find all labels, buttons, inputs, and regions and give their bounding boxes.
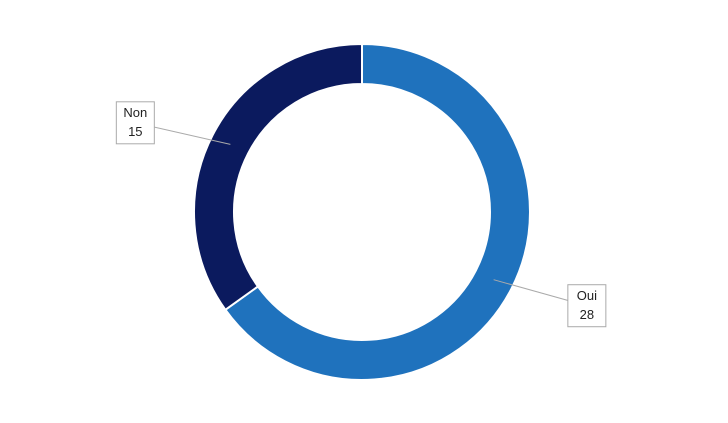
label-name: Oui [577,288,597,303]
data-label: Oui 28 [493,279,607,328]
label-value: 28 [580,307,594,322]
label-box [567,284,607,328]
data-label: Non 15 [115,101,231,145]
label-name: Non [123,105,147,120]
donut-slice [223,42,531,381]
label-box [115,101,155,145]
label-value: 15 [128,124,142,139]
donut-slice [193,42,363,312]
